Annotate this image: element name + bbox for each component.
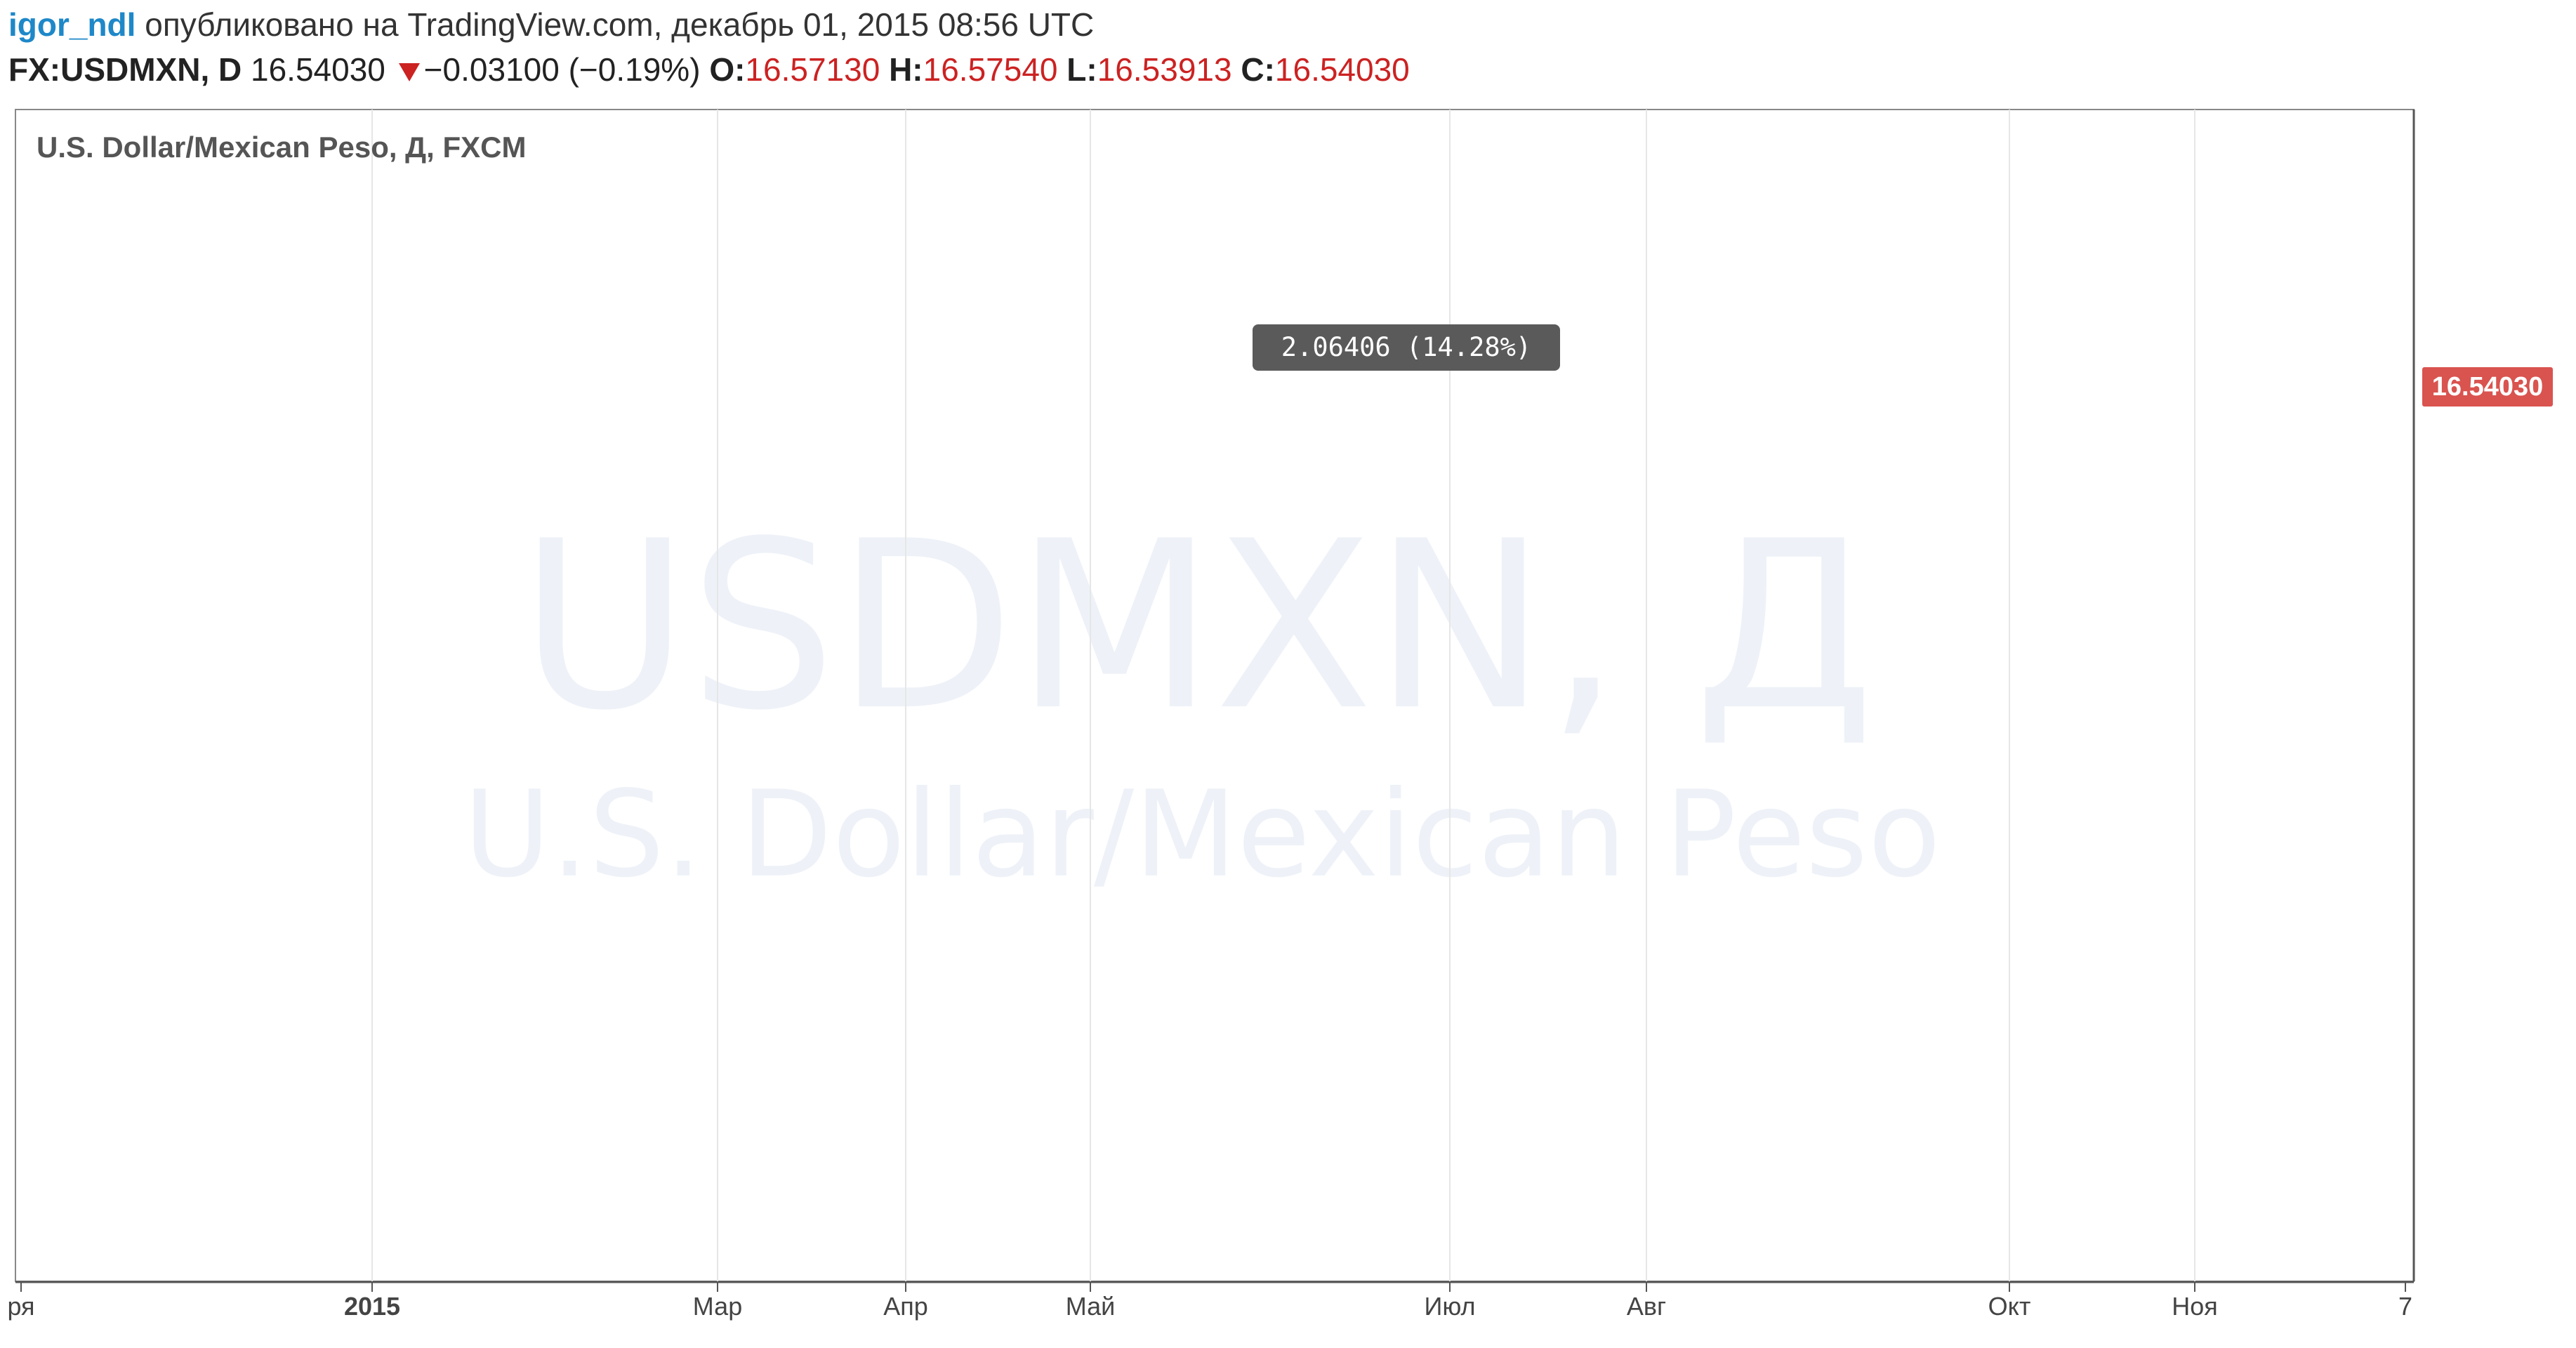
low-value: 16.53913 xyxy=(1097,51,1232,88)
ohlc-bar: FX:USDMXN, D 16.54030 −0.03100 (−0.19%) … xyxy=(8,51,1410,88)
chart-title: U.S. Dollar/Mexican Peso, Д, FXCM xyxy=(37,131,527,164)
high-value: 16.57540 xyxy=(923,51,1058,88)
author-link[interactable]: igor_ndl xyxy=(8,6,136,43)
open-value: 16.57130 xyxy=(745,51,880,88)
last-price: 16.54030 xyxy=(251,51,385,88)
x-tick-label: Ноя xyxy=(2172,1292,2218,1321)
close-label: C: xyxy=(1241,51,1275,88)
x-tick-label: Окт xyxy=(1988,1292,2031,1321)
close-value: 16.54030 xyxy=(1274,51,1410,88)
x-tick-label: ря xyxy=(7,1292,34,1321)
measure-label: 2.06406 (14.28%) xyxy=(1253,324,1560,371)
x-tick-label: Апр xyxy=(883,1292,928,1321)
last-price-tag: 16.54030 xyxy=(2422,367,2553,407)
x-tick-label: Июл xyxy=(1424,1292,1475,1321)
down-arrow-icon xyxy=(398,62,420,81)
price-change: −0.03100 (−0.19%) xyxy=(423,51,701,88)
publish-info: igor_ndl опубликовано на TradingView.com… xyxy=(8,6,1094,44)
low-label: L: xyxy=(1066,51,1097,88)
x-tick-label: Мар xyxy=(693,1292,742,1321)
high-label: H: xyxy=(889,51,923,88)
x-tick-label: Май xyxy=(1066,1292,1116,1321)
x-tick-label: Авг xyxy=(1627,1292,1666,1321)
symbol-label: FX:USDMXN, D xyxy=(8,51,242,88)
x-tick-label: 7 xyxy=(2398,1292,2412,1321)
watermark-symbol: USDMXN, Д xyxy=(520,491,1875,761)
x-tick-label: 2015 xyxy=(344,1292,400,1321)
open-label: O: xyxy=(709,51,746,88)
publish-text: опубликовано на TradingView.com, декабрь… xyxy=(145,6,1095,43)
watermark-name: U.S. Dollar/Mexican Peso xyxy=(463,765,1941,904)
plot-frame xyxy=(15,109,2415,1282)
